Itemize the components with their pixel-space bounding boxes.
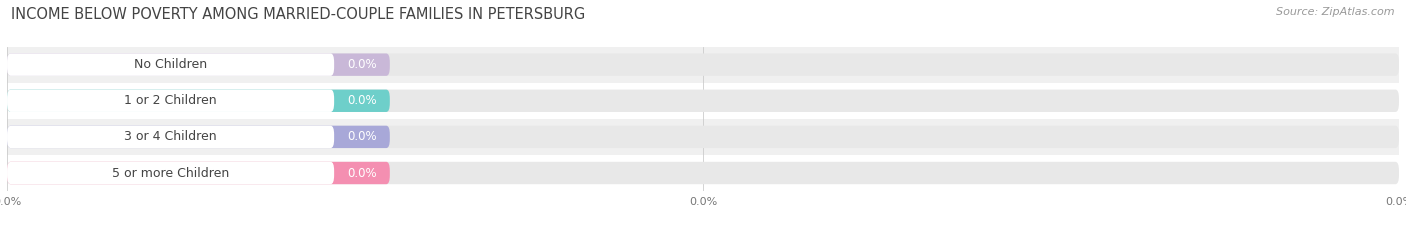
Text: 0.0%: 0.0% <box>347 167 377 179</box>
FancyBboxPatch shape <box>7 126 389 148</box>
Text: 0.0%: 0.0% <box>347 94 377 107</box>
FancyBboxPatch shape <box>7 89 335 112</box>
Text: 1 or 2 Children: 1 or 2 Children <box>124 94 217 107</box>
Text: 3 or 4 Children: 3 or 4 Children <box>124 130 217 143</box>
Text: 0.0%: 0.0% <box>347 58 377 71</box>
FancyBboxPatch shape <box>7 126 335 148</box>
FancyBboxPatch shape <box>7 53 389 76</box>
FancyBboxPatch shape <box>7 162 335 184</box>
Text: INCOME BELOW POVERTY AMONG MARRIED-COUPLE FAMILIES IN PETERSBURG: INCOME BELOW POVERTY AMONG MARRIED-COUPL… <box>11 7 585 22</box>
FancyBboxPatch shape <box>7 162 389 184</box>
FancyBboxPatch shape <box>7 89 389 112</box>
Text: No Children: No Children <box>134 58 207 71</box>
FancyBboxPatch shape <box>7 53 335 76</box>
Bar <box>7 83 1399 119</box>
Text: Source: ZipAtlas.com: Source: ZipAtlas.com <box>1277 7 1395 17</box>
FancyBboxPatch shape <box>7 126 1399 148</box>
Bar <box>7 47 1399 83</box>
FancyBboxPatch shape <box>7 53 1399 76</box>
Bar <box>7 155 1399 191</box>
FancyBboxPatch shape <box>7 89 1399 112</box>
Text: 5 or more Children: 5 or more Children <box>112 167 229 179</box>
Text: 0.0%: 0.0% <box>347 130 377 143</box>
FancyBboxPatch shape <box>7 162 1399 184</box>
Bar <box>7 119 1399 155</box>
